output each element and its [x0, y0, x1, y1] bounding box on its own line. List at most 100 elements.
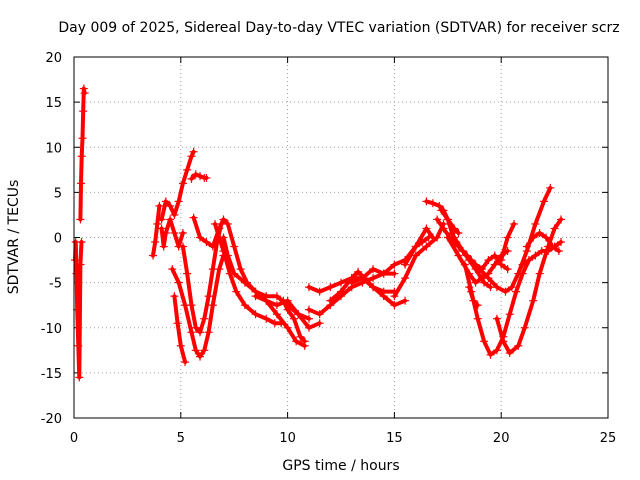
- data-point: [155, 201, 164, 210]
- series-trace: [392, 222, 446, 299]
- data-point: [240, 278, 249, 287]
- data-point: [196, 233, 205, 242]
- series-pass-m: [251, 292, 324, 332]
- data-point: [304, 305, 313, 314]
- data-point: [178, 242, 187, 251]
- data-point: [272, 292, 281, 301]
- series-pass-r: [347, 274, 410, 310]
- data-point: [166, 201, 175, 210]
- series-trace: [349, 276, 408, 308]
- data-series: [71, 84, 566, 382]
- data-point: [450, 224, 459, 233]
- series-trace: [221, 235, 307, 348]
- data-point: [208, 242, 217, 251]
- data-point: [503, 265, 512, 274]
- data-point: [71, 256, 80, 265]
- y-tick-label: 10: [45, 141, 62, 156]
- data-point: [79, 84, 88, 93]
- data-point: [236, 265, 245, 274]
- series-pass-z: [460, 256, 533, 359]
- data-point: [77, 179, 86, 188]
- data-point: [379, 292, 388, 301]
- data-point: [411, 251, 420, 260]
- data-point: [542, 233, 551, 242]
- data-point: [189, 147, 198, 156]
- data-point: [433, 215, 442, 224]
- data-point: [170, 228, 179, 237]
- data-point: [480, 337, 489, 346]
- data-point: [204, 328, 213, 337]
- data-point: [77, 152, 86, 161]
- data-point: [390, 301, 399, 310]
- x-tick-label: 0: [70, 431, 78, 446]
- data-point: [161, 228, 170, 237]
- data-point: [187, 328, 196, 337]
- data-point: [157, 215, 166, 224]
- data-point: [251, 310, 260, 319]
- data-point: [181, 358, 190, 367]
- data-point: [202, 238, 211, 247]
- data-point: [208, 265, 217, 274]
- data-point: [79, 107, 88, 116]
- data-point: [492, 283, 501, 292]
- data-point: [304, 323, 313, 332]
- data-point: [219, 233, 228, 242]
- data-point: [292, 337, 301, 346]
- series-pass-e: [157, 215, 187, 251]
- data-point: [497, 256, 506, 265]
- data-point: [460, 260, 469, 269]
- series-pass-t: [401, 233, 433, 269]
- y-tick-label: 15: [45, 96, 62, 111]
- series-pass-c: [149, 201, 164, 260]
- data-point: [492, 346, 501, 355]
- data-point: [492, 314, 501, 323]
- data-point: [458, 247, 467, 256]
- data-point: [178, 179, 187, 188]
- data-point: [204, 292, 213, 301]
- data-point: [554, 247, 563, 256]
- data-point: [473, 301, 482, 310]
- data-point: [369, 274, 378, 283]
- x-tick-label: 20: [493, 431, 510, 446]
- data-point: [315, 319, 324, 328]
- data-point: [174, 197, 183, 206]
- data-point: [518, 269, 527, 278]
- data-point: [77, 238, 86, 247]
- series-trace: [172, 294, 188, 364]
- data-point: [454, 251, 463, 260]
- data-point: [484, 274, 493, 283]
- data-point: [283, 323, 292, 332]
- data-point: [279, 296, 288, 305]
- data-point: [251, 292, 260, 301]
- chart-title: Day 009 of 2025, Sidereal Day-to-day VTE…: [58, 20, 619, 36]
- y-tick-label: -10: [41, 322, 62, 337]
- data-point: [262, 314, 271, 323]
- data-point: [183, 269, 192, 278]
- data-point: [300, 337, 309, 346]
- data-point: [210, 219, 219, 228]
- data-point: [304, 283, 313, 292]
- data-point: [170, 292, 179, 301]
- x-axis-label: GPS time / hours: [282, 458, 399, 474]
- series-pass-d: [157, 147, 198, 224]
- data-point: [422, 242, 431, 251]
- data-point: [490, 260, 499, 269]
- data-point: [435, 201, 444, 210]
- y-tick-label: -5: [49, 277, 62, 292]
- data-point: [520, 323, 529, 332]
- data-point: [196, 352, 205, 361]
- data-point: [315, 287, 324, 296]
- plot-frame: [73, 56, 609, 419]
- series-pass-v: [437, 206, 463, 237]
- data-point: [189, 213, 198, 222]
- data-point: [424, 233, 433, 242]
- data-point: [557, 215, 566, 224]
- data-point: [315, 310, 324, 319]
- y-axis-label: SDTVAR / TECUs: [6, 180, 22, 295]
- data-point: [512, 287, 521, 296]
- data-point: [379, 269, 388, 278]
- data-point: [480, 278, 489, 287]
- x-tick-label: 15: [386, 431, 403, 446]
- data-point: [369, 283, 378, 292]
- data-point: [337, 278, 345, 287]
